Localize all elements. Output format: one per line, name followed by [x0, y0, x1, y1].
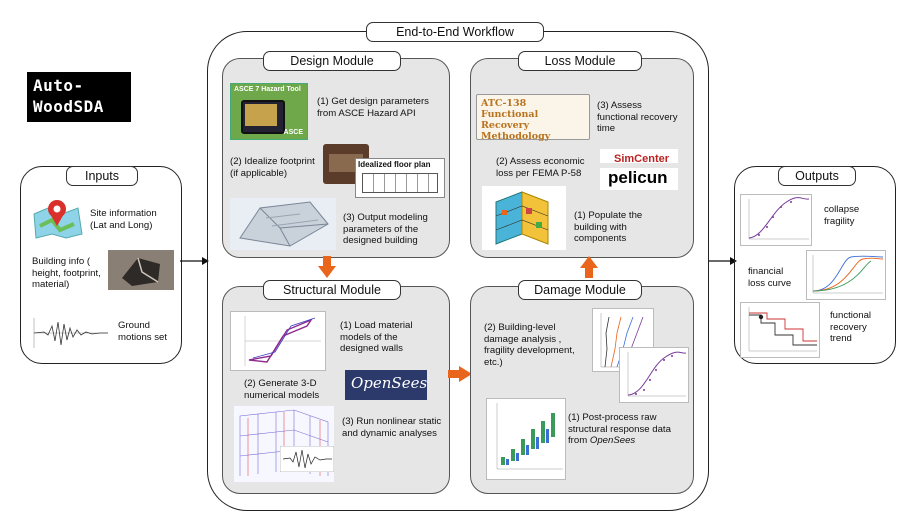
logo-line-2: WoodSDA — [33, 97, 104, 116]
map-pin-icon — [33, 200, 83, 239]
financial-loss-text: financial loss curve — [748, 266, 792, 289]
floor-plan-label: Idealized floor plan — [358, 160, 431, 169]
opensees-logo-image: OpenSees — [345, 370, 427, 400]
arrow-to-workflow-icon — [180, 257, 209, 265]
loss-step-1: (1) Populate the building with component… — [574, 210, 643, 244]
fragility-curve-plot-image — [619, 347, 689, 403]
functional-recovery-text: functional recovery trend — [830, 310, 872, 344]
collapse-fragility-plot-image — [740, 194, 812, 246]
outputs-title: Outputs — [778, 166, 856, 186]
asce-logo: ASCE — [283, 129, 303, 136]
hysteresis-plot-image — [230, 311, 326, 371]
arrow-right-orange-icon — [448, 366, 472, 382]
structural-step-1: (1) Load material models of the designed… — [340, 320, 413, 354]
asce-hazard-tool-image: ASCE 7 Hazard Tool ASCE — [230, 83, 308, 140]
arrow-down-orange-icon — [318, 256, 336, 278]
workflow-title: End-to-End Workflow — [366, 22, 544, 42]
arrow-to-outputs-icon — [708, 257, 737, 265]
pelicun-logo-text: pelicun — [608, 168, 668, 187]
structural-step-2: (2) Generate 3-D numerical models — [244, 378, 320, 401]
collapse-fragility-text: collapse fragility — [824, 204, 860, 227]
damage-step-1: (1) Post-process raw structural response… — [568, 412, 671, 447]
design-module-title: Design Module — [263, 51, 401, 71]
building-model-icon — [108, 250, 174, 290]
atc-138-text: ATC-138 Functional Recovery Methodology — [481, 98, 551, 142]
functional-recovery-plot-image — [740, 302, 820, 358]
building-info-text: Building info ( height, footprint, mater… — [32, 256, 101, 290]
ground-motion-inset-image — [280, 446, 334, 472]
damage-step-1-text: (1) Post-process raw structural response… — [568, 412, 671, 446]
logo-line-1: Auto- — [33, 76, 84, 95]
damage-step-1-opensees: OpenSees — [589, 435, 636, 446]
atc-138-image: ATC-138 Functional Recovery Methodology — [476, 94, 590, 142]
ground-motions-text: Ground motions set — [118, 320, 168, 343]
loss-step-3: (3) Assess functional recovery time — [597, 100, 678, 134]
3d-building-render-image — [230, 198, 336, 250]
pelicun-logo: pelicun — [600, 168, 678, 190]
simcenter-logo: SimCenter — [600, 149, 678, 165]
design-step-2: (2) Idealize footprint (if applicable) — [230, 156, 315, 179]
building-components-image — [482, 186, 566, 250]
damage-step-2: (2) Building-level damage analysis , fra… — [484, 322, 575, 368]
site-info-text: Site information (Lat and Long) — [90, 208, 157, 231]
structural-module-title: Structural Module — [263, 280, 401, 300]
inputs-title: Inputs — [66, 166, 138, 186]
damage-module-title: Damage Module — [518, 280, 642, 300]
ground-motion-icon — [33, 318, 108, 348]
auto-woodsda-logo: Auto- WoodSDA — [27, 72, 131, 122]
design-step-1: (1) Get design parameters from ASCE Haza… — [317, 96, 429, 119]
simcenter-logo-text: SimCenter — [614, 153, 670, 165]
structural-step-3: (3) Run nonlinear static and dynamic ana… — [342, 416, 442, 439]
floor-plan-image: Idealized floor plan — [355, 158, 445, 198]
arrow-up-orange-icon — [580, 256, 598, 278]
opensees-logo-text: OpenSees — [351, 374, 428, 392]
loss-module-title: Loss Module — [518, 51, 642, 71]
asce-tool-title: ASCE 7 Hazard Tool — [234, 86, 301, 93]
financial-loss-curve-image — [806, 250, 886, 300]
loss-step-2: (2) Assess economic loss per FEMA P-58 — [496, 156, 585, 179]
response-boxplot-image — [486, 398, 566, 480]
design-step-3: (3) Output modeling parameters of the de… — [343, 212, 428, 246]
